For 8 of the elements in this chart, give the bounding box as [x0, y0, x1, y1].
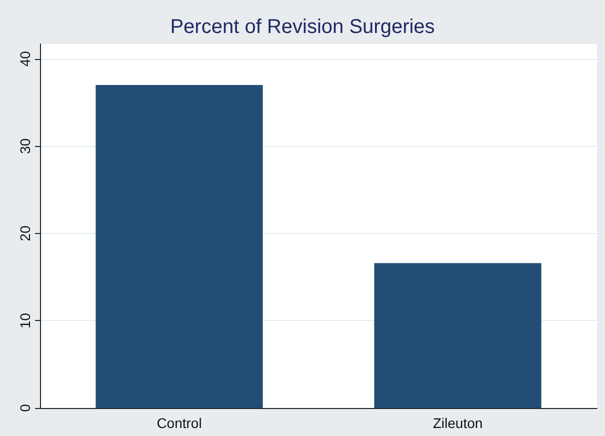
y-tick-label: 30 [17, 138, 33, 154]
x-tick-label: Zileuton [432, 415, 483, 431]
y-tick-label: 0 [17, 404, 33, 412]
y-tick-label: 20 [17, 225, 33, 242]
y-tick-label: 10 [17, 312, 33, 328]
x-tick-label: Control [156, 415, 202, 431]
chart-title: Percent of Revision Surgeries [170, 16, 435, 38]
y-tick-label: 40 [17, 50, 33, 67]
